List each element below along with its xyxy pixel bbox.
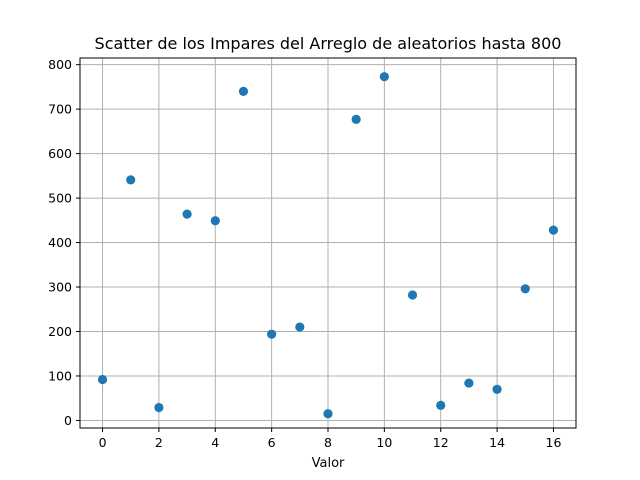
x-axis-label: Valor bbox=[312, 456, 345, 471]
y-tick-label: 200 bbox=[48, 324, 72, 339]
x-tick-label: 4 bbox=[211, 435, 219, 450]
data-point bbox=[295, 322, 305, 332]
x-tick-label: 0 bbox=[99, 435, 107, 450]
data-point bbox=[154, 402, 164, 413]
y-tick-label: 0 bbox=[64, 413, 72, 428]
x-tick-label: 16 bbox=[546, 435, 562, 450]
data-points bbox=[97, 72, 559, 419]
y-tick-label: 500 bbox=[48, 191, 72, 206]
data-point bbox=[182, 209, 192, 219]
y-axis-ticks: 0 100 200 300 400 500 600 700 800 bbox=[48, 57, 80, 428]
y-tick-label: 700 bbox=[48, 102, 72, 117]
data-point bbox=[379, 72, 389, 82]
data-point bbox=[126, 175, 136, 185]
x-tick-label: 14 bbox=[489, 435, 505, 450]
data-point bbox=[323, 409, 333, 419]
y-tick-label: 300 bbox=[48, 280, 72, 295]
x-tick-label: 6 bbox=[268, 435, 276, 450]
data-point bbox=[464, 378, 474, 388]
data-point bbox=[436, 400, 446, 410]
data-point bbox=[492, 384, 502, 394]
x-tick-label: 10 bbox=[376, 435, 392, 450]
data-point bbox=[210, 216, 220, 226]
chart-title: Scatter de los Impares del Arreglo de al… bbox=[95, 34, 562, 53]
data-point bbox=[520, 284, 530, 294]
data-point bbox=[267, 329, 277, 339]
y-tick-label: 800 bbox=[48, 57, 72, 72]
data-point bbox=[407, 290, 418, 300]
x-tick-label: 12 bbox=[433, 435, 449, 450]
x-tick-label: 2 bbox=[155, 435, 163, 450]
grid-lines bbox=[80, 58, 576, 428]
y-tick-label: 600 bbox=[48, 146, 72, 161]
data-point bbox=[97, 374, 108, 385]
data-point bbox=[238, 86, 249, 96]
data-point bbox=[351, 114, 361, 124]
x-axis-ticks: 0 2 4 6 8 10 12 14 16 bbox=[99, 428, 562, 450]
data-point bbox=[548, 225, 559, 235]
y-tick-label: 400 bbox=[48, 235, 72, 250]
x-tick-label: 8 bbox=[324, 435, 332, 450]
y-tick-label: 100 bbox=[48, 368, 72, 383]
